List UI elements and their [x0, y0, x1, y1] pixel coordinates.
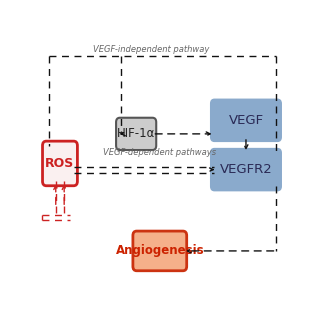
- Text: HIF-1α: HIF-1α: [117, 127, 155, 140]
- Text: VEGF: VEGF: [228, 114, 264, 127]
- FancyBboxPatch shape: [211, 99, 281, 141]
- FancyBboxPatch shape: [43, 141, 77, 186]
- Text: ROS: ROS: [45, 157, 75, 170]
- FancyBboxPatch shape: [211, 148, 281, 191]
- Text: VEGF-dependent pathways: VEGF-dependent pathways: [103, 148, 216, 157]
- FancyBboxPatch shape: [116, 118, 156, 150]
- Text: VEGFR2: VEGFR2: [220, 163, 272, 176]
- Text: VEGF-independent pathway: VEGF-independent pathway: [93, 45, 210, 54]
- FancyBboxPatch shape: [133, 231, 187, 271]
- Text: Angiogenesis: Angiogenesis: [116, 244, 204, 257]
